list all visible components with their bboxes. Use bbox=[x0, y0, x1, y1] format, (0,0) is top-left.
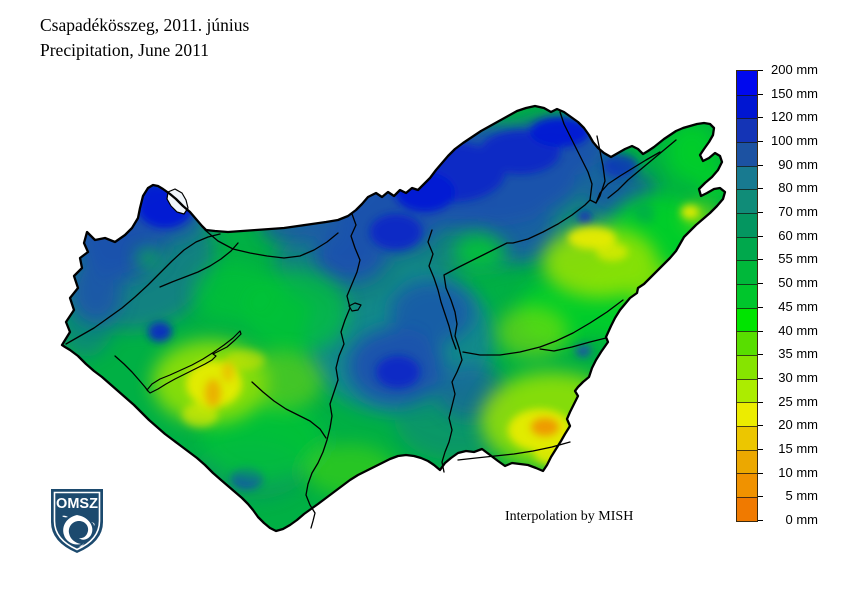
legend-band bbox=[737, 331, 757, 356]
legend-band bbox=[737, 189, 757, 214]
river-mosoni-danube bbox=[204, 229, 339, 259]
legend-tick bbox=[758, 401, 763, 403]
legend-tick bbox=[758, 306, 763, 308]
legend-tick bbox=[758, 93, 763, 95]
lake-balaton bbox=[146, 330, 242, 394]
river-sio bbox=[251, 381, 327, 439]
omsz-shield-icon: OMSZ bbox=[51, 489, 103, 553]
omsz-logo-text: OMSZ bbox=[56, 496, 98, 512]
legend-tick bbox=[758, 354, 763, 356]
legend-band bbox=[737, 355, 757, 379]
legend-tick bbox=[758, 117, 763, 119]
interpolation-credit: Interpolation by MISH bbox=[505, 509, 634, 524]
legend-label: 30 mm bbox=[778, 369, 818, 385]
legend-label: 120 mm bbox=[771, 109, 818, 125]
legend-band bbox=[737, 402, 757, 427]
river-tisza bbox=[441, 151, 661, 473]
lake-velence bbox=[348, 302, 362, 312]
legend-label: 60 mm bbox=[778, 227, 818, 243]
legend-band bbox=[737, 307, 757, 332]
river-marcal bbox=[159, 242, 239, 288]
legend-tick bbox=[758, 425, 763, 427]
river-bodrog bbox=[607, 139, 677, 199]
legend-label: 45 mm bbox=[778, 298, 818, 314]
field-orange-spots bbox=[205, 362, 559, 436]
river-koros-south bbox=[539, 337, 607, 352]
legend-label: 90 mm bbox=[778, 156, 818, 172]
title-block: Csapadékösszeg, 2011. június Precipitati… bbox=[40, 13, 249, 63]
legend-band bbox=[737, 378, 757, 403]
legend-label: 0 mm bbox=[785, 512, 819, 527]
legend-label: 55 mm bbox=[778, 251, 818, 267]
river-maros bbox=[457, 441, 571, 461]
legend-band bbox=[737, 284, 757, 308]
legend-label: 20 mm bbox=[778, 417, 818, 433]
legend-tick bbox=[758, 283, 763, 285]
legend-band bbox=[737, 497, 757, 521]
legend-tick bbox=[758, 141, 763, 143]
legend-band bbox=[737, 71, 757, 95]
legend-tick bbox=[758, 235, 763, 237]
river-raba bbox=[65, 233, 221, 345]
legend-band bbox=[737, 449, 757, 474]
legend-band bbox=[737, 165, 757, 190]
legend-label: 200 mm bbox=[771, 62, 818, 77]
legend-tick bbox=[758, 472, 763, 474]
legend-label: 50 mm bbox=[778, 275, 818, 291]
legend-band bbox=[737, 118, 757, 143]
legend-tick bbox=[758, 212, 763, 214]
legend-band bbox=[737, 473, 757, 498]
legend-band bbox=[737, 213, 757, 237]
river-zala bbox=[114, 355, 149, 392]
legend-label: 5 mm bbox=[785, 488, 819, 504]
legend-label: 35 mm bbox=[778, 346, 818, 362]
legend-label: 40 mm bbox=[778, 322, 818, 338]
map-title-english: Precipitation, June 2011 bbox=[40, 40, 209, 60]
legend-tick bbox=[758, 164, 763, 166]
legend-tick bbox=[758, 520, 763, 521]
river-zagyva bbox=[427, 229, 457, 350]
legend-tick bbox=[758, 259, 763, 261]
legend-label: 80 mm bbox=[778, 180, 818, 196]
river-sajo bbox=[559, 111, 593, 201]
legend-band bbox=[737, 260, 757, 285]
precipitation-legend: 200 mm 150 mm 120 mm 100 mm 90 mm 80 mm 70 mm 6… bbox=[736, 62, 842, 527]
legend-color-bar bbox=[736, 70, 758, 522]
river-koros-north bbox=[462, 299, 624, 356]
legend-tick bbox=[758, 448, 763, 450]
map-title-hungarian: Csapadékösszeg, 2011. június bbox=[40, 15, 250, 35]
rivers bbox=[65, 111, 677, 529]
legend-band bbox=[737, 426, 757, 450]
legend-band bbox=[737, 142, 757, 166]
legend-tick bbox=[758, 70, 763, 71]
legend-band bbox=[737, 236, 757, 261]
legend-tick bbox=[758, 377, 763, 379]
omsz-wave-icon bbox=[62, 515, 95, 547]
legend-tick bbox=[758, 188, 763, 190]
legend-label: 150 mm bbox=[771, 85, 818, 101]
legend-label: 10 mm bbox=[778, 464, 818, 480]
river-danube bbox=[305, 213, 361, 529]
country-border bbox=[60, 104, 727, 533]
field-deep-blue-cores bbox=[137, 117, 655, 489]
precipitation-field bbox=[62, 106, 725, 531]
legend-band bbox=[737, 94, 757, 119]
legend-tick bbox=[758, 330, 763, 332]
legend-label: 100 mm bbox=[771, 133, 818, 149]
legend-label: 70 mm bbox=[778, 204, 818, 220]
legend-tick bbox=[758, 496, 763, 498]
legend-label: 15 mm bbox=[778, 440, 818, 456]
omsz-logo: OMSZ bbox=[48, 486, 106, 556]
legend-label: 25 mm bbox=[778, 393, 818, 409]
